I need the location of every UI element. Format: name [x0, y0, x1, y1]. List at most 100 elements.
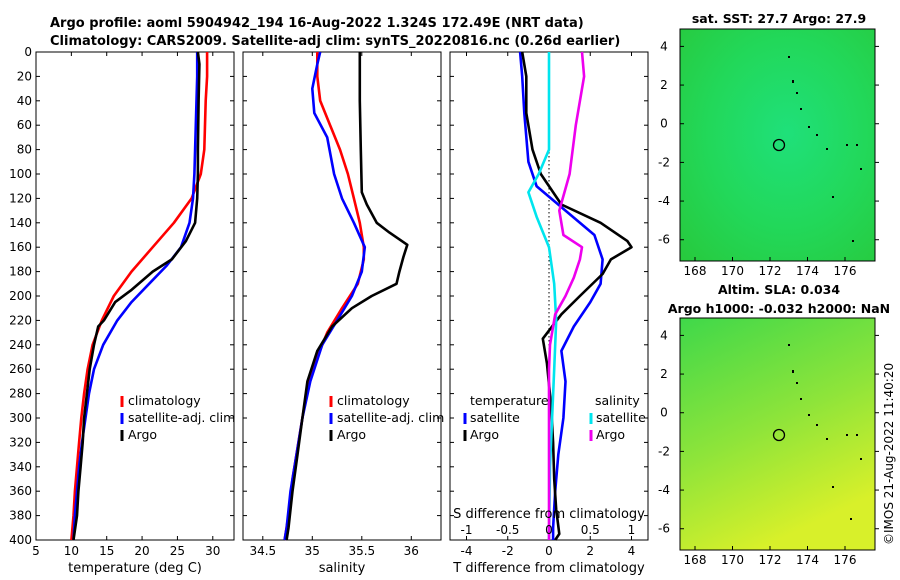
- series-line-argo: [285, 52, 409, 541]
- title-line-1: Argo profile: aoml 5904942_194 16-Aug-20…: [50, 16, 584, 31]
- x-tick-label: 35.5: [348, 544, 375, 558]
- legend-label: satellite: [596, 410, 646, 425]
- x-tick-label-top: 1: [628, 523, 636, 537]
- y-tick-label: 300: [9, 411, 32, 425]
- x-tick-label: -4: [461, 544, 473, 558]
- y-tick-label: 180: [9, 265, 32, 279]
- legend-title-temperature: temperature: [470, 393, 549, 408]
- x-tick-label: 4: [628, 544, 636, 558]
- x-axis-label: T difference from climatology: [452, 561, 645, 576]
- x-tick-label: 35: [305, 544, 320, 558]
- map-y-tick-label: 4: [660, 328, 668, 342]
- sla-map-argo-marker: [772, 428, 786, 442]
- series-line-salinity-satellite: [527, 52, 558, 541]
- x-tick-label: 20: [134, 544, 149, 558]
- y-tick-label: 320: [9, 435, 32, 449]
- series-line-temperature-argo: [520, 51, 633, 541]
- map-y-tick-label: 0: [660, 117, 668, 131]
- sst-map-ticks: 168 170 172 174 176 4 2 0 -2 -4 -6: [658, 39, 879, 278]
- map-x-tick-label: 176: [834, 553, 857, 567]
- map-y-tick-label: -6: [658, 522, 670, 536]
- sst-map-title: sat. SST: 27.7 Argo: 27.9: [692, 11, 866, 26]
- sla-map-islands: [788, 344, 862, 520]
- y-tick-label: 60: [17, 118, 32, 132]
- x-tick-label: 15: [99, 544, 114, 558]
- y-tick-label: 160: [9, 240, 32, 254]
- y-tick-label: 20: [17, 69, 32, 83]
- series-line-satellite-adj-clim: [72, 52, 199, 541]
- y-tick-label: 260: [9, 362, 32, 376]
- sla-map-ticks: 168 170 172 174 176 4 2 0 -2 -4 -6: [658, 328, 879, 567]
- map-y-tick-label: -6: [658, 233, 670, 247]
- y-tick-label: 360: [9, 484, 32, 498]
- y-tick-label: 340: [9, 460, 32, 474]
- y-tick-label: 220: [9, 313, 32, 327]
- x-axis-label-top: S difference from climatology: [453, 507, 645, 522]
- plot-frame: [242, 51, 442, 541]
- map-x-tick-label: 170: [721, 553, 744, 567]
- y-tick-label: 140: [9, 216, 32, 230]
- legend-label: Argo: [470, 427, 499, 442]
- series-line-argo: [72, 51, 201, 541]
- legend-label: climatology: [128, 393, 201, 408]
- x-tick-label: 30: [205, 544, 220, 558]
- map-y-tick-label: -2: [658, 155, 670, 169]
- y-tick-label: 0: [24, 45, 32, 59]
- salinity-panel: 34.5 35 35.5 36 salinity climatology satellite…: [242, 51, 444, 576]
- map-x-tick-label: 172: [759, 553, 782, 567]
- series-line-temperature-satellite: [518, 51, 604, 540]
- sst-map-islands: [788, 56, 862, 242]
- x-tick-label: -2: [502, 544, 514, 558]
- map-x-tick-label: 174: [796, 553, 819, 567]
- y-tick-label: 120: [9, 191, 32, 205]
- legend-label: Argo: [596, 427, 625, 442]
- series-line-salinity-argo: [547, 51, 586, 540]
- y-tick-label: 200: [9, 289, 32, 303]
- legend-label: satellite-adj. clim: [337, 410, 444, 425]
- watermark: ©IMOS 21-Aug-2022 11:40:20: [882, 363, 896, 545]
- legend-label: satellite: [470, 410, 520, 425]
- legend-label: Argo: [337, 427, 366, 442]
- x-tick-label: 0: [545, 544, 553, 558]
- y-tick-label: 240: [9, 338, 32, 352]
- y-tick-label: 80: [17, 143, 32, 157]
- x-tick-label-top: -0.5: [496, 523, 519, 537]
- x-tick-label: 36: [404, 544, 419, 558]
- temperature-panel: 0 20 40 60 80 100 120 140 160 180 200 220 240 260 280 3…: [9, 45, 235, 576]
- map-y-tick-label: -4: [658, 194, 670, 208]
- map-x-tick-label: 168: [684, 553, 707, 567]
- x-tick-label: 5: [32, 544, 40, 558]
- legend-label: satellite-adj. clim: [128, 410, 235, 425]
- sst-map[interactable]: [679, 28, 876, 262]
- map-y-tick-label: 2: [660, 367, 668, 381]
- x-tick-label-top: -1: [461, 523, 473, 537]
- map-y-tick-label: 4: [660, 39, 668, 53]
- map-x-tick-label: 172: [759, 264, 782, 278]
- y-tick-label: 100: [9, 167, 32, 181]
- legend-title-salinity: salinity: [595, 393, 640, 408]
- y-tick-label: 400: [9, 533, 32, 547]
- map-x-tick-label: 170: [721, 264, 744, 278]
- map-y-tick-label: 2: [660, 78, 668, 92]
- y-tick-label: 380: [9, 509, 32, 523]
- sla-map[interactable]: [679, 317, 876, 551]
- map-y-tick-label: -4: [658, 483, 670, 497]
- x-tick-label: 2: [586, 544, 594, 558]
- map-y-tick-label: 0: [660, 406, 668, 420]
- y-tick-label: 280: [9, 387, 32, 401]
- x-tick-label-top: 0: [545, 523, 553, 537]
- title-line-2: Climatology: CARS2009. Satellite-adj cli…: [50, 34, 620, 49]
- sla-map-title-1: Altim. SLA: 0.034: [718, 282, 840, 297]
- sst-map-argo-marker: [772, 138, 786, 152]
- x-axis-label: salinity: [319, 561, 366, 576]
- x-tick-label: 34.5: [249, 544, 276, 558]
- legend-label: climatology: [337, 393, 410, 408]
- x-tick-label: 10: [64, 544, 79, 558]
- x-tick-label: 25: [170, 544, 185, 558]
- map-x-tick-label: 174: [796, 264, 819, 278]
- map-x-tick-label: 168: [684, 264, 707, 278]
- difference-panel: -4 -2 0 2 4 T difference from climatology temp…: [449, 51, 649, 576]
- map-x-tick-label: 176: [834, 264, 857, 278]
- x-tick-label-top: 0.5: [581, 523, 600, 537]
